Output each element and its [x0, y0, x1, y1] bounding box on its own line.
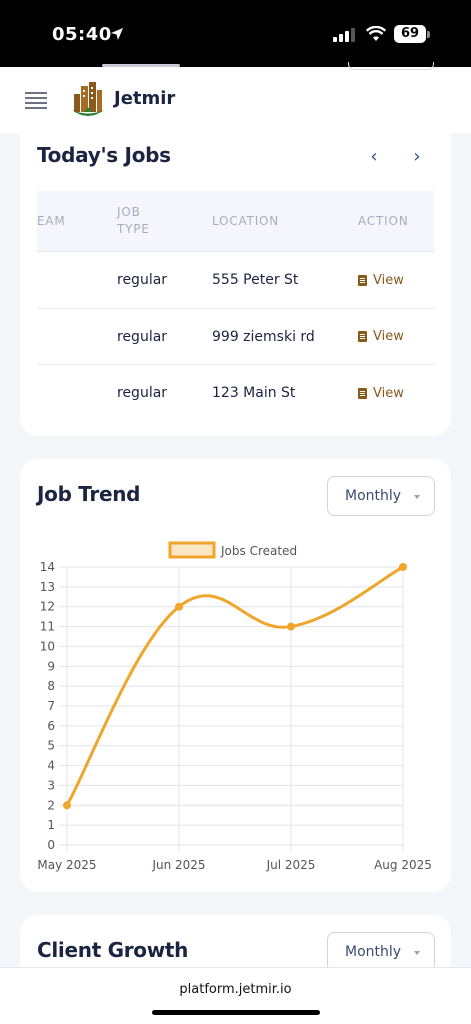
prev-arrow-icon[interactable]: ‹ [370, 146, 378, 167]
y-tick-label: 0 [47, 838, 55, 852]
todays-jobs-title: Today's Jobs [37, 143, 171, 167]
client-period-value: Monthly [345, 944, 402, 960]
table-header: EAM JOB TYPE LOCATION ACTION [37, 191, 434, 251]
y-tick-label: 5 [47, 739, 55, 753]
todays-jobs-card [20, 128, 451, 436]
x-tick-label: Aug 2025 [374, 858, 432, 872]
data-point [399, 563, 407, 571]
cell-location: 999 ziemski rd [212, 328, 315, 345]
home-indicator[interactable] [152, 1010, 320, 1015]
table-row: regular 555 Peter St View [37, 251, 434, 308]
view-job-link[interactable]: View [358, 329, 404, 344]
table-row: regular 999 ziemski rd View [37, 307, 434, 365]
y-tick-label: 10 [40, 639, 55, 653]
wifi-icon [366, 26, 386, 41]
y-tick-label: 7 [47, 699, 55, 713]
brand-name: Jetmir [114, 88, 176, 109]
y-tick-label: 1 [47, 818, 55, 832]
scrolled-control-remnant [348, 62, 434, 70]
url-field[interactable]: platform.jetmir.io [179, 982, 292, 997]
view-job-link[interactable]: View [358, 273, 404, 288]
header-team: EAM [37, 213, 66, 228]
battery-nub [427, 31, 430, 38]
y-tick-label: 9 [47, 659, 55, 673]
header-location: LOCATION [212, 213, 280, 228]
status-time: 05:40 [52, 24, 112, 45]
y-tick-label: 13 [40, 580, 55, 594]
series-line-jobs-created [65, 565, 404, 807]
y-tick-label: 6 [47, 719, 55, 733]
header-action: ACTION [358, 213, 409, 228]
cell-location: 555 Peter St [212, 272, 299, 288]
jetmir-logo [72, 82, 104, 116]
location-arrow-icon [111, 28, 123, 40]
y-tick-label: 4 [47, 759, 55, 773]
cell-job-type: regular [117, 385, 168, 401]
trend-period-value: Monthly [345, 488, 402, 504]
view-label: View [373, 385, 404, 401]
client-growth-title: Client Growth [37, 938, 189, 962]
data-point [287, 622, 295, 631]
y-tick-label: 12 [40, 600, 55, 614]
y-tick-label: 3 [47, 778, 55, 792]
client-period-select[interactable]: Monthly [327, 932, 435, 972]
chevron-down-icon [414, 951, 420, 955]
legend-swatch [168, 541, 216, 559]
view-label: View [373, 272, 404, 288]
chevron-down-icon [414, 495, 420, 499]
data-point [175, 602, 183, 611]
browser-bar: platform.jetmir.io [0, 967, 471, 1024]
jobs-table: EAM JOB TYPE LOCATION ACTION regular 555… [37, 191, 434, 421]
cell-job-type: regular [117, 272, 168, 288]
trend-period-select[interactable]: Monthly [327, 476, 435, 516]
x-tick-label: May 2025 [37, 858, 96, 872]
data-point [63, 801, 71, 810]
y-tick-label: 8 [47, 679, 55, 693]
legend-label: Jobs Created [220, 544, 297, 558]
job-trend-card [20, 459, 451, 892]
view-job-link[interactable]: View [358, 386, 404, 401]
clipboard-icon [358, 274, 367, 286]
next-arrow-icon[interactable]: › [413, 146, 421, 167]
y-tick-label: 11 [40, 620, 55, 634]
clipboard-icon [358, 331, 367, 342]
x-tick-label: Jun 2025 [151, 858, 205, 872]
cell-location: 123 Main St [212, 385, 296, 401]
menu-icon[interactable] [25, 92, 47, 109]
scrolled-content-remnant [102, 64, 180, 67]
cell-job-type: regular [117, 328, 168, 345]
view-label: View [373, 329, 404, 344]
header-job-type: JOB TYPE [117, 205, 150, 236]
cellular-signal-icon [333, 28, 355, 42]
job-trend-title: Job Trend [37, 482, 141, 506]
clipboard-icon [358, 387, 367, 399]
table-row: regular 123 Main St View [37, 364, 434, 421]
y-tick-label: 14 [40, 560, 55, 574]
y-tick-label: 2 [47, 798, 55, 812]
status-bar: 05:40 69 [0, 0, 471, 67]
x-tick-label: Jul 2025 [266, 858, 316, 872]
battery-indicator: 69 [394, 25, 426, 43]
